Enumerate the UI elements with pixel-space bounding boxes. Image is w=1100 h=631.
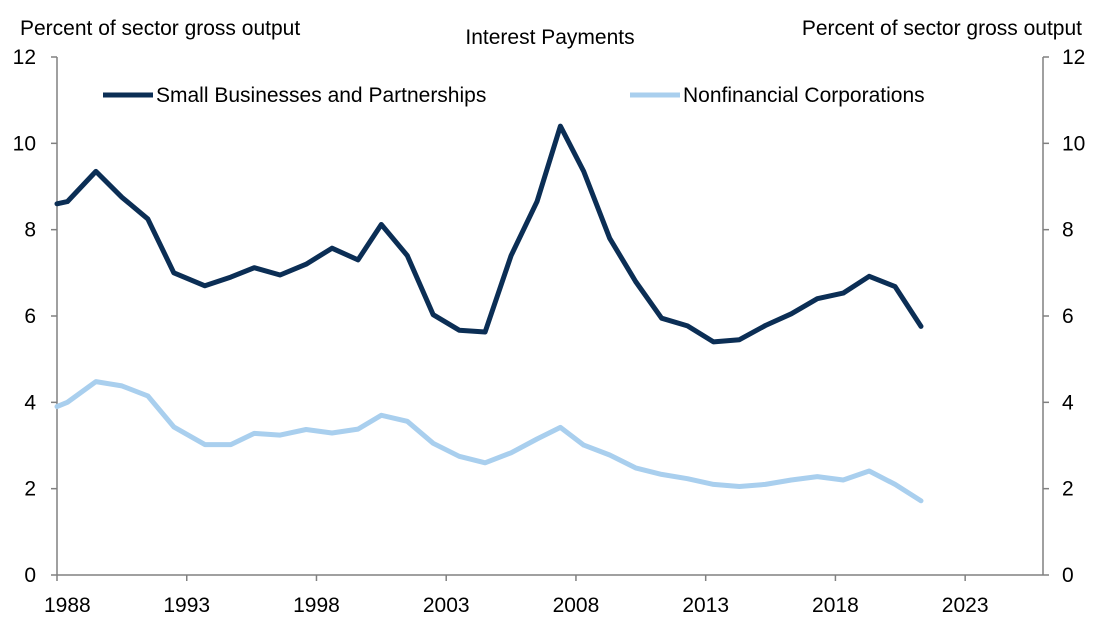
y-tick-label-left: 0 xyxy=(24,564,36,587)
y-tick-label-right: 8 xyxy=(1062,219,1074,242)
x-tick-label: 2013 xyxy=(682,594,729,617)
legend-label: Nonfinancial Corporations xyxy=(683,84,925,107)
y-tick-label-left: 8 xyxy=(24,219,36,242)
series-line xyxy=(54,123,924,345)
series-line xyxy=(54,379,924,504)
y-tick-label-left: 6 xyxy=(24,305,36,328)
x-tick-label: 2008 xyxy=(553,594,600,617)
y-tick-label-right: 0 xyxy=(1062,564,1074,587)
x-tick-label: 2003 xyxy=(423,594,470,617)
x-tick-label: 1988 xyxy=(44,594,91,617)
y-tick-label-right: 10 xyxy=(1062,132,1085,155)
y-tick-label-right: 2 xyxy=(1062,478,1074,501)
y-tick-label-right: 4 xyxy=(1062,391,1074,414)
chart-title: Interest Payments xyxy=(465,26,634,49)
axes: 0 0 2 2 4 4 6 6 8 8 10 10 12 12 1988 1993 1998 2003 2008 20… xyxy=(13,46,1086,617)
x-tick-label: 1993 xyxy=(163,594,210,617)
series-lines xyxy=(54,123,924,504)
left-axis-title: Percent of sector gross output xyxy=(20,17,300,40)
legend: Small Businesses and Partnerships Nonfina… xyxy=(103,84,925,107)
legend-label: Small Businesses and Partnerships xyxy=(156,84,486,107)
y-tick-label-left: 10 xyxy=(13,132,36,155)
x-tick-label: 1998 xyxy=(293,594,340,617)
y-tick-label-right: 12 xyxy=(1062,46,1085,69)
y-tick-label-right: 6 xyxy=(1062,305,1074,328)
y-tick-label-left: 12 xyxy=(13,46,36,69)
y-tick-label-left: 2 xyxy=(24,478,36,501)
x-tick-label: 2023 xyxy=(942,594,989,617)
x-tick-label: 2018 xyxy=(812,594,859,617)
right-axis-title: Percent of sector gross output xyxy=(802,17,1082,40)
y-tick-label-left: 4 xyxy=(24,391,36,414)
